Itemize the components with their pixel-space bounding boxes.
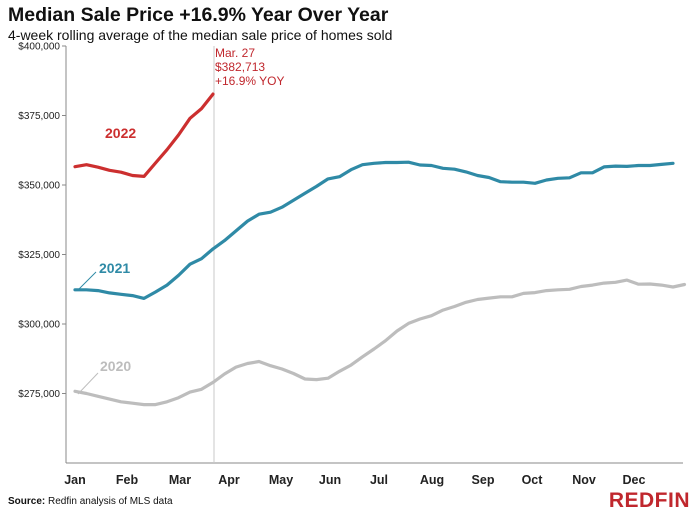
chart-title: Median Sale Price +16.9% Year Over Year [8,4,389,26]
x-tick-label: Jan [64,473,86,487]
series-line-2020 [73,278,687,407]
x-tick-label: Aug [420,473,444,487]
x-tick-label: Jul [370,473,388,487]
y-tick-label: $375,000 [18,111,60,122]
source-note: Source: Redfin analysis of MLS data [8,496,173,507]
series-label-2021: 2021 [99,260,130,276]
x-tick-label: Dec [623,473,646,487]
chart-subtitle: 4-week rolling average of the median sal… [8,27,393,43]
x-tick-label: May [269,473,293,487]
x-tick-label: Oct [522,473,544,487]
series-line-2021 [73,160,675,300]
series-leader-line [77,271,97,291]
x-tick-label: Feb [116,473,139,487]
annotation-date: Mar. 27 [215,46,255,60]
x-tick-label: Jun [319,473,341,487]
series-line-2022 [73,92,215,178]
y-tick-label: $350,000 [18,181,60,192]
source-text: Redfin analysis of MLS data [48,496,173,507]
x-tick-label: Nov [572,473,596,487]
x-tick-label: Mar [169,473,191,487]
series-label-2022: 2022 [105,125,136,141]
x-tick-label: Apr [218,473,240,487]
source-label: Source: [8,496,46,507]
redfin-logo: REDFIN [608,489,690,512]
annotation-change: +16.9% YOY [215,74,285,88]
y-tick-label: $300,000 [18,320,60,331]
series-label-2020: 2020 [100,358,131,374]
y-tick-label: $400,000 [18,42,60,53]
y-tick-label: $275,000 [18,389,60,400]
y-tick-label: $325,000 [18,250,60,261]
x-tick-label: Sep [472,473,495,487]
series-leader-line [77,372,99,395]
annotation-value: $382,713 [215,60,265,74]
